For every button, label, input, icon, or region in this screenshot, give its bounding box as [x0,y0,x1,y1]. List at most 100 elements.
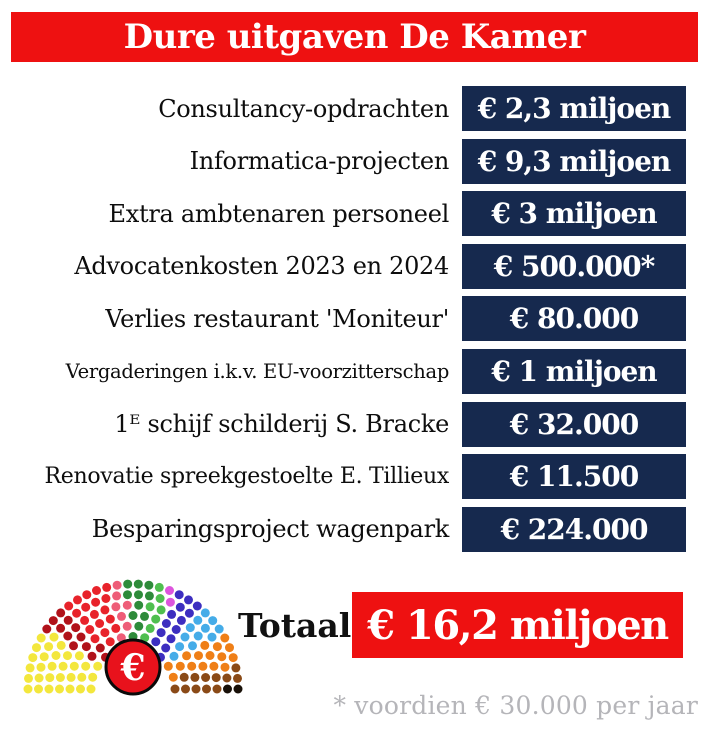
seat-dot [156,605,166,615]
seat-dot [73,595,82,605]
expense-value-box: € 3 miljoen [462,191,686,237]
seat-dot [89,609,99,619]
seat-dot [222,673,232,683]
seat-dot [102,582,112,592]
expense-value-box: € 500.000* [462,243,686,289]
seat-dot [170,684,180,694]
seat-dot [165,597,175,607]
seat-dot [105,614,115,624]
seat-dot [55,673,65,682]
euro-circle [104,638,162,696]
seat-dot [63,651,72,661]
seat-dot [76,632,86,642]
seat-dot [111,602,121,612]
seat-dot [233,673,242,683]
expense-value-box: € 2,3 miljoen [462,86,686,131]
seat-dot [174,590,184,600]
expense-row: Extra ambtenaren personeel € 3 miljoen [0,191,686,237]
seat-dot [231,663,241,673]
seat-dot [72,608,82,618]
seat-dot [144,580,154,590]
seat-dot [34,673,44,683]
seat-dot [134,590,143,600]
seat-dot [77,672,87,682]
seat-dot [86,684,96,694]
seat-dot [23,684,33,694]
seat-dot [36,633,46,643]
seat-dot [55,684,64,694]
seat-dot [175,602,185,612]
seat-dot [175,642,185,652]
seat-dot [194,651,203,661]
seat-dot [117,611,126,621]
seat-dot [188,641,197,651]
seat-dot [155,594,165,603]
expense-label: Advocatenkosten 2023 en 2024 [74,252,449,281]
seat-dot [193,615,203,625]
seat-dot [165,586,174,595]
seat-dot [24,673,33,683]
seat-dot [101,594,111,603]
seat-dot [116,633,126,643]
seat-dot [144,591,154,601]
seat-dot [81,602,91,612]
seat-dot [63,615,73,625]
seat-dot [63,631,73,641]
seat-dot [81,661,91,671]
seat-dot [42,624,52,634]
seat-dot [69,661,79,671]
seat-dot [134,600,144,610]
seat-dot [123,579,133,589]
seat-dot [122,621,132,631]
expense-label: Renovatie spreekgestoelte E. Tillieux [44,464,450,490]
seat-dot [207,632,217,642]
seat-dot [90,634,100,644]
seat-dot [193,631,203,641]
seat-dot [171,625,181,634]
seat-dot [163,661,173,671]
seat-dot [176,615,186,625]
seat-dot [49,632,59,642]
expense-value-box: € 9,3 miljoen [462,138,686,184]
seat-dot [82,590,92,600]
seat-dot [112,580,122,590]
seat-dot [112,591,122,601]
seat-dot [95,619,105,628]
expense-row: Advocatenkosten 2023 en 2024 € 500.000* [0,243,686,289]
seat-dot [192,601,202,611]
total-value-box: € 16,2 miljoen [352,592,683,658]
seat-dot [123,590,132,600]
seat-dot [133,579,143,589]
seat-dot [100,628,110,638]
seat-dot [56,608,66,618]
seat-dot [88,672,98,682]
seat-dot [166,634,176,644]
expense-value-box: € 32.000 [462,401,686,447]
seat-dot [32,643,41,653]
footnote: * voordien € 30.000 per jaar [333,691,698,720]
seat-dot [179,672,189,682]
seat-dot [168,672,178,682]
expense-row: Renovatie spreekgestoelte E. Tillieux € … [0,454,686,500]
seat-dot [200,608,210,618]
expense-value-box: € 1 miljoen [462,348,686,394]
seat-dot [44,642,54,652]
seat-dot [58,661,68,671]
seat-dot [185,623,195,633]
seat-dot [100,605,110,615]
seat-dot [25,663,35,673]
expense-row: Vergaderingen i.k.v. EU-voorzitterschap … [0,348,686,394]
seat-dot [187,661,197,671]
seat-dot [209,661,219,671]
euro-icon: € [119,647,145,689]
expense-label: Besparingsproject wagenpark [91,515,450,544]
expense-label: 1ᴱ schijf schilderij S. Bracke [114,410,449,439]
expense-label: Verlies restaurant 'Moniteur' [105,304,449,333]
seat-dot [201,673,211,682]
seat-dot [51,651,61,660]
seat-dot [87,651,97,661]
seat-dot [217,652,227,662]
seat-dot [44,684,54,694]
seat-dot [28,653,38,663]
parliament-hemicycle-chart: € [23,579,243,696]
